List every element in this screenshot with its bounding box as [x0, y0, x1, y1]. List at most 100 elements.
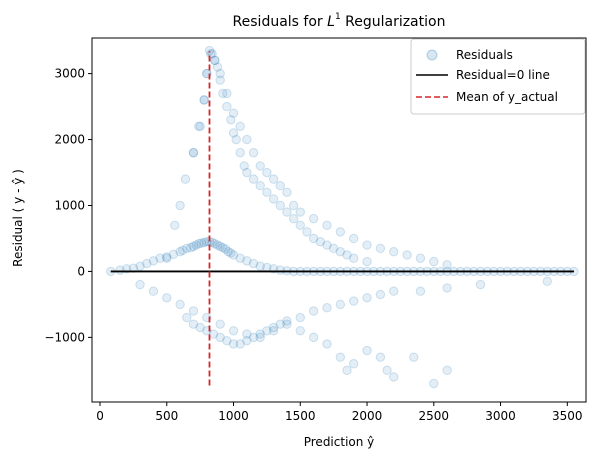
scatter-point — [348, 233, 359, 244]
scatter-point — [196, 238, 207, 248]
scatter-point — [268, 174, 279, 184]
scatter-point — [375, 243, 386, 254]
scatter-point — [308, 213, 319, 224]
scatter-point — [295, 220, 305, 230]
scatter-point — [262, 326, 272, 336]
scatter-point — [288, 213, 299, 224]
scatter-point — [248, 148, 259, 158]
scatter-point — [215, 332, 225, 343]
y-tick-label: 3000 — [54, 67, 85, 81]
scatter-point — [178, 245, 188, 256]
scatter-point — [348, 296, 359, 306]
scatter-point — [148, 286, 159, 296]
scatter-point — [180, 174, 191, 184]
scatter-point — [335, 299, 346, 310]
scatter-point — [335, 352, 346, 362]
reference-lines — [110, 51, 574, 386]
scatter-point — [275, 200, 285, 211]
x-tick-label: 2500 — [419, 409, 450, 423]
scatter-point — [228, 128, 239, 138]
scatter-point — [248, 258, 259, 269]
scatter-point — [282, 316, 292, 326]
scatter-point — [242, 134, 252, 145]
scatter-point — [242, 329, 252, 339]
scatter-point — [242, 335, 252, 346]
scatter-point — [226, 115, 236, 125]
scatter-point — [342, 250, 352, 260]
scatter-point — [194, 121, 204, 132]
scatter-point — [308, 332, 319, 343]
scatter-point — [389, 286, 399, 296]
scatter-point — [188, 148, 199, 158]
scatter-point — [228, 339, 239, 349]
scatter-point — [255, 161, 265, 171]
scatter-point — [362, 345, 372, 356]
x-tick-label: 500 — [155, 409, 178, 423]
plot-area: 0 500 1000 1500 2000 2500 3000 3500 −1000 0 1000 2… — [44, 37, 587, 423]
x-tick-label: 3000 — [485, 409, 516, 423]
legend-label-zero-line: Residual=0 line — [456, 68, 550, 82]
scatter-point — [362, 240, 372, 250]
scatter-point — [199, 95, 209, 105]
scatter-point — [212, 62, 223, 72]
scatter-point — [362, 293, 372, 303]
scatter-point — [155, 253, 165, 263]
scatter-point — [542, 276, 552, 287]
x-axis-label: Prediction ŷ — [304, 435, 375, 449]
scatter-point — [215, 68, 225, 79]
scatter-point — [288, 200, 299, 211]
scatter-point — [302, 227, 312, 237]
scatter-point — [235, 253, 245, 263]
scatter-point — [162, 252, 172, 262]
x-axis-ticks: 0 500 1000 1500 2000 2500 3000 3500 — [96, 402, 583, 423]
legend-box — [410, 38, 586, 115]
x-tick-label: 3500 — [552, 409, 583, 423]
scatter-point — [262, 167, 272, 178]
scatter-point — [215, 241, 225, 252]
scatter-point — [188, 319, 199, 329]
scatter-point — [255, 261, 265, 271]
scatter-point — [228, 326, 239, 336]
scatter-point — [210, 55, 220, 66]
scatter-point — [442, 283, 452, 293]
scatter-point — [222, 88, 232, 99]
scatter-point — [194, 239, 204, 249]
scatter-point — [199, 95, 209, 105]
scatter-point — [175, 200, 185, 211]
scatter-point — [308, 233, 319, 244]
scatter-point — [362, 256, 372, 267]
scatter-point — [135, 279, 145, 290]
scatter-point — [168, 249, 179, 259]
scatter-point — [268, 326, 279, 336]
scatter-point — [208, 329, 219, 339]
scatter-point — [389, 372, 399, 382]
scatter-point — [231, 134, 241, 145]
axes-frame — [91, 37, 587, 403]
scatter-point — [382, 365, 392, 376]
scatter-point — [242, 167, 252, 178]
y-axis-ticks: −1000 0 1000 2000 3000 — [44, 67, 92, 344]
scatter-point — [322, 240, 332, 250]
scatter-point — [175, 246, 185, 257]
scatter-point — [242, 256, 252, 266]
scatter-point — [328, 243, 339, 254]
scatter-point — [191, 240, 201, 250]
scatter-point — [188, 306, 199, 316]
chart-title: Residuals for L1 Regularization — [233, 12, 446, 30]
scatter-point — [308, 306, 319, 316]
scatter-point — [222, 335, 232, 346]
legend-label-residuals: Residuals — [456, 48, 513, 62]
scatter-point — [235, 148, 245, 158]
scatter-point — [315, 237, 326, 247]
scatter-point — [222, 101, 232, 112]
x-tick-label: 1000 — [218, 409, 249, 423]
scatter-point — [239, 161, 249, 171]
scatter-point — [148, 256, 159, 266]
x-tick-label: 2000 — [352, 409, 383, 423]
scatter-point — [218, 242, 228, 253]
scatter-point — [204, 45, 215, 56]
scatter-point — [415, 253, 426, 263]
scatter-point — [212, 240, 223, 250]
scatter-point — [322, 303, 332, 313]
